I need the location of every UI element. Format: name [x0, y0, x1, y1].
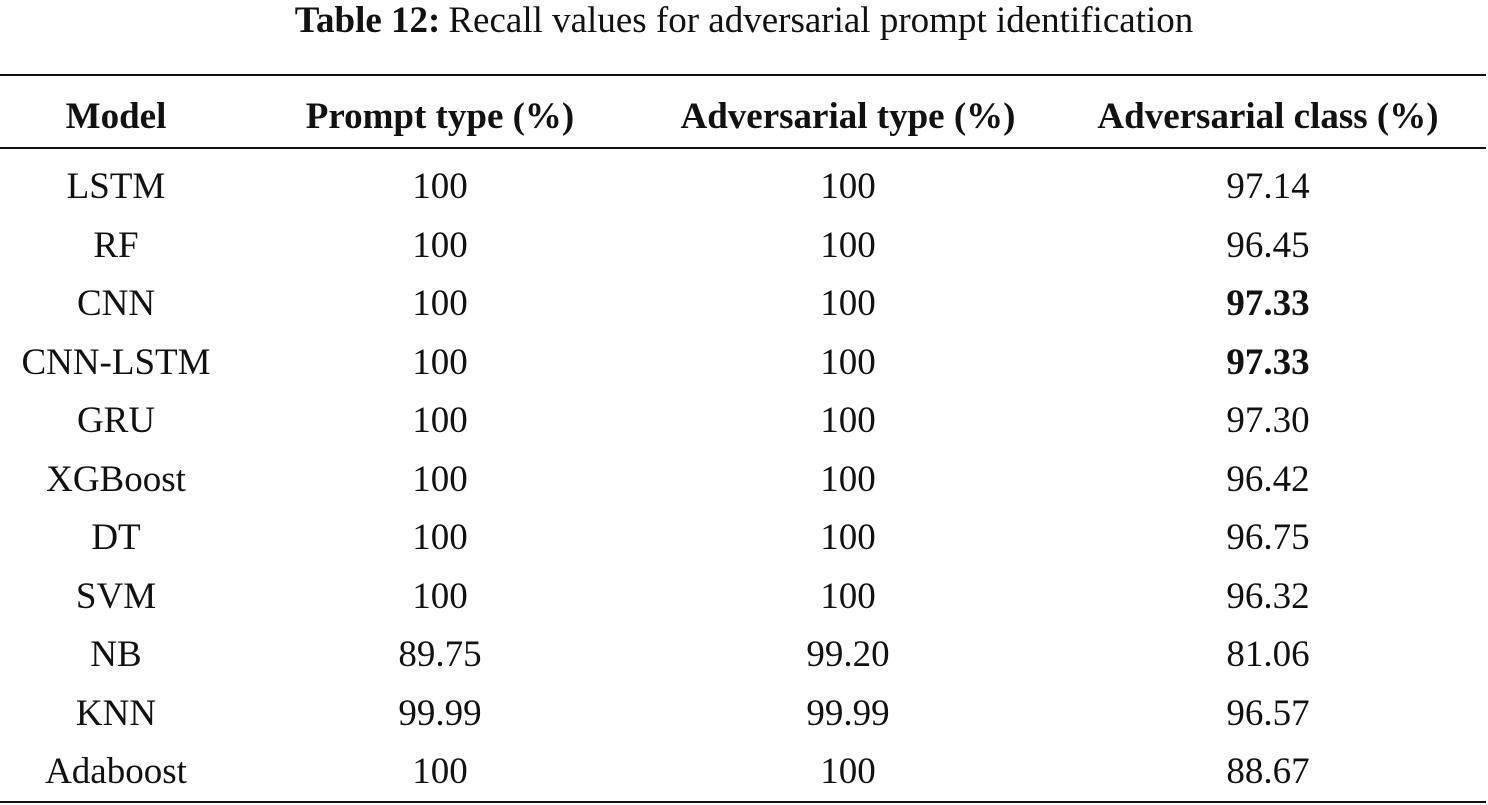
table-bottom-rule — [0, 801, 1486, 803]
prompt-type-cell: 100 — [412, 166, 468, 207]
header-row: Model Prompt type (%) Adversarial type (… — [0, 87, 1488, 147]
header-adversarial-type: Adversarial type (%) — [680, 96, 1016, 137]
table-row: NB 89.75 99.20 81.06 — [0, 626, 1488, 685]
adversarial-type-cell: 99.99 — [806, 692, 890, 734]
adversarial-type-cell: 100 — [820, 341, 876, 383]
adversarial-class-cell: 96.42 — [1226, 458, 1310, 500]
prompt-type-cell: 100 — [412, 224, 468, 266]
adversarial-class-cell: 88.67 — [1226, 751, 1310, 792]
prompt-type-cell: 100 — [412, 341, 468, 383]
header-spacer — [0, 147, 1488, 158]
adversarial-class-cell: 96.45 — [1226, 224, 1310, 266]
recall-table: Model Prompt type (%) Adversarial type (… — [0, 87, 1488, 802]
table-row: CNN-LSTM 100 100 97.33 — [0, 334, 1488, 393]
model-cell: RF — [93, 224, 139, 266]
adversarial-type-cell: 100 — [820, 751, 876, 792]
model-cell: NB — [90, 634, 142, 675]
model-cell: KNN — [75, 692, 157, 734]
adversarial-type-cell: 100 — [820, 224, 876, 266]
table-caption: Table 12: Recall values for adversarial p… — [0, 0, 1488, 46]
model-cell: XGBoost — [46, 458, 186, 500]
adversarial-class-cell: 96.57 — [1226, 692, 1310, 734]
prompt-type-cell: 100 — [412, 458, 468, 500]
caption-text: Recall values for adversarial prompt ide… — [448, 0, 1194, 41]
adversarial-class-cell: 97.33 — [1226, 283, 1310, 324]
prompt-type-cell: 100 — [412, 283, 468, 324]
table-row: DT 100 100 96.75 — [0, 509, 1488, 568]
adversarial-type-cell: 99.20 — [806, 634, 890, 675]
adversarial-class-cell: 96.32 — [1226, 575, 1310, 617]
prompt-type-cell: 99.99 — [398, 692, 482, 734]
prompt-type-cell: 100 — [412, 517, 468, 558]
prompt-type-cell: 100 — [412, 751, 468, 792]
table-top-rule — [0, 74, 1486, 76]
table-header: Model Prompt type (%) Adversarial type (… — [0, 87, 1488, 147]
table-row: LSTM 100 100 97.14 — [0, 158, 1488, 217]
model-cell: Adaboost — [45, 751, 187, 792]
table-row: GRU 100 100 97.30 — [0, 392, 1488, 451]
prompt-type-cell: 89.75 — [398, 634, 482, 675]
model-cell: CNN — [76, 283, 156, 324]
spacer-cell — [0, 147, 1488, 158]
adversarial-type-cell: 100 — [820, 400, 876, 441]
adversarial-type-cell: 100 — [820, 283, 876, 324]
adversarial-class-cell: 96.75 — [1226, 517, 1310, 558]
model-cell: LSTM — [66, 166, 166, 207]
table-row: SVM 100 100 96.32 — [0, 568, 1488, 627]
table-header-rule — [0, 147, 1486, 149]
table-row: XGBoost 100 100 96.42 — [0, 451, 1488, 510]
header-adversarial-class: Adversarial class (%) — [1097, 96, 1439, 137]
model-cell: SVM — [75, 575, 157, 617]
table-row: RF 100 100 96.45 — [0, 217, 1488, 276]
header-prompt-type: Prompt type (%) — [305, 96, 575, 137]
table-body: LSTM 100 100 97.14 RF 100 100 96.45 CNN 100 100 97.… — [0, 147, 1488, 802]
model-cell: DT — [91, 517, 141, 558]
prompt-type-cell: 100 — [412, 575, 468, 617]
adversarial-type-cell: 100 — [820, 517, 876, 558]
adversarial-class-cell: 97.33 — [1226, 341, 1310, 383]
table-row: KNN 99.99 99.99 96.57 — [0, 685, 1488, 744]
table-row: Adaboost 100 100 88.67 — [0, 743, 1488, 802]
adversarial-type-cell: 100 — [820, 458, 876, 500]
model-cell: CNN-LSTM — [21, 341, 211, 383]
adversarial-class-cell: 81.06 — [1226, 634, 1310, 675]
caption-label: Table 12: — [294, 0, 441, 41]
model-cell: GRU — [76, 400, 156, 441]
header-model: Model — [65, 96, 167, 137]
adversarial-type-cell: 100 — [820, 166, 876, 207]
adversarial-type-cell: 100 — [820, 575, 876, 617]
adversarial-class-cell: 97.14 — [1226, 166, 1310, 207]
adversarial-class-cell: 97.30 — [1226, 400, 1310, 441]
table-row: CNN 100 100 97.33 — [0, 275, 1488, 334]
prompt-type-cell: 100 — [412, 400, 468, 441]
